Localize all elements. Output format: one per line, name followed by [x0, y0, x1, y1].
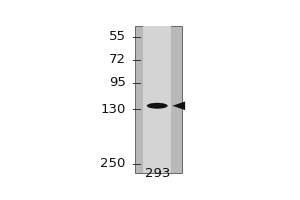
Text: 95: 95 [109, 76, 126, 89]
Polygon shape [172, 101, 185, 110]
Bar [143, 26, 171, 173]
Text: 72: 72 [109, 53, 126, 66]
Text: 250: 250 [100, 157, 126, 170]
Ellipse shape [147, 103, 168, 109]
Bar [135, 26, 182, 173]
Text: 293: 293 [145, 167, 170, 180]
Text: 55: 55 [109, 30, 126, 43]
Text: 130: 130 [100, 103, 126, 116]
